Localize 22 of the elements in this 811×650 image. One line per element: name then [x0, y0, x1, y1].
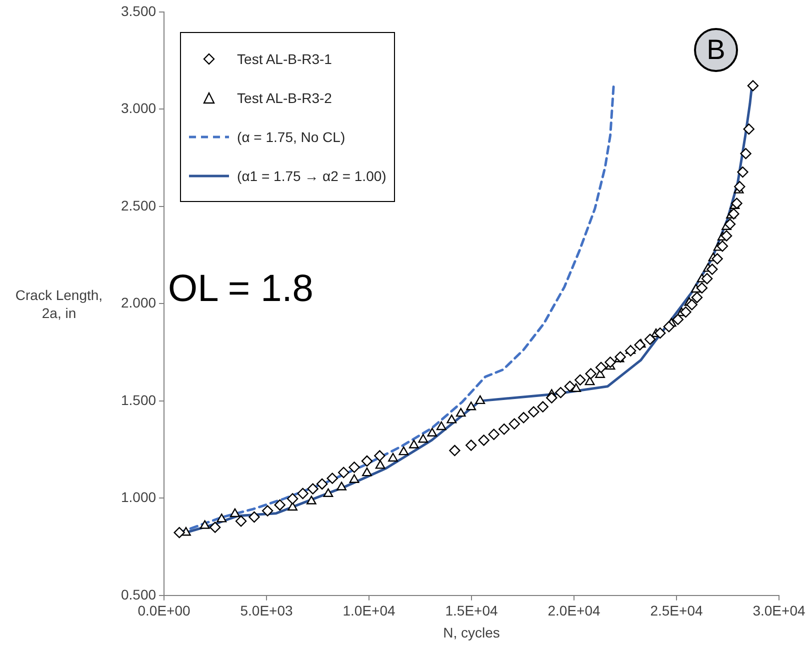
circle-icon: B: [694, 28, 738, 72]
legend-label: (α = 1.75, No CL): [237, 128, 346, 144]
annotation: OL = 1.8: [168, 268, 314, 311]
x-axis-title: N, cycles: [443, 624, 500, 640]
y-axis-title: Crack Length, 2a, in: [14, 286, 104, 322]
y-tick-label: 0.500: [120, 586, 156, 602]
y-tick-label: 2.500: [120, 197, 156, 214]
y-tick-label: 3.500: [120, 2, 156, 19]
y-tick-label: 1.500: [120, 392, 156, 408]
y-tick-label: 2.000: [120, 294, 156, 311]
x-tick-label: 2.5E+04: [650, 602, 703, 619]
x-tick-label: 1.0E+04: [342, 602, 396, 619]
legend-label: Test AL-B-R3-1: [237, 50, 332, 66]
y-tick-label: 1.000: [120, 489, 156, 506]
x-tick-label: 3.0E+04: [752, 602, 806, 619]
x-tick-label: 2.0E+04: [548, 602, 600, 619]
legend-label: (α1 = 1.75 → α2 = 1.00): [237, 168, 386, 184]
y-tick-label: 3.000: [120, 100, 156, 116]
x-tick-label: 5.0E+03: [240, 602, 294, 619]
x-tick-label: 1.5E+04: [445, 602, 498, 619]
legend-label: Test AL-B-R3-2: [237, 90, 332, 106]
x-tick-label: 0.0E+00: [138, 602, 191, 619]
